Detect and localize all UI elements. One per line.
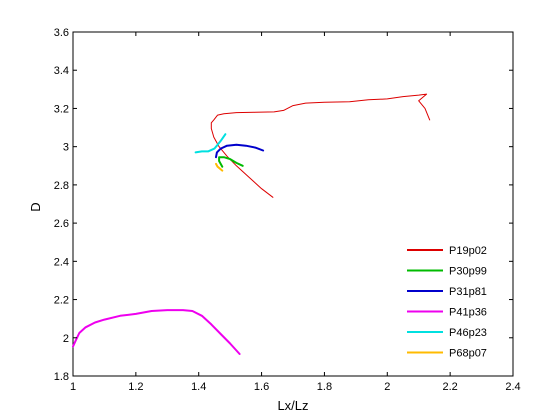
x-tick-label: 1.8 [317,381,332,393]
series-layer [72,93,431,355]
x-tick-label: 2 [384,381,390,393]
x-axis-label: Lx/Lz [277,398,308,413]
x-tick-label: 1 [70,381,76,393]
y-tick-label: 3.2 [54,103,69,115]
series-line-p46p23 [194,133,227,154]
y-tick-label: 1.8 [54,371,69,383]
y-tick-label: 2.6 [54,218,69,230]
y-tick-label: 2.4 [54,256,69,268]
legend-label-p41p36: P41p36 [449,307,487,319]
legend-label-p31p81: P31p81 [449,286,487,298]
x-tick-label: 1.6 [254,381,269,393]
plot-frame [72,31,514,377]
y-tick-label: 2.2 [54,295,69,307]
series-line-p19p02 [210,93,431,198]
y-tick-label: 2.8 [54,180,69,192]
y-tick-label: 3.6 [54,27,69,39]
series-line-p31p81 [215,143,265,159]
x-tick-label: 1.4 [191,381,206,393]
legend-label-p19p02: P19p02 [449,245,487,257]
y-axis-label: D [28,202,43,211]
y-tick-label: 3 [63,142,69,154]
series-line-p41p36 [72,309,241,355]
series-line-p68p07 [215,162,224,172]
x-tick-label: 2.4 [505,381,520,393]
legend-label-p46p23: P46p23 [449,327,487,339]
y-tick-label: 2 [63,333,69,345]
legend-label-p30p99: P30p99 [449,266,487,278]
legend: P19p02 P30p99 P31p81 P41p36 P46p23 P68p07 [407,245,487,360]
legend-label-p68p07: P68p07 [449,348,487,360]
plot-area [72,31,514,377]
ticks-layer: 1 1.2 1.4 1.6 1.8 2 2.2 2.4 1.8 2 2.2 2.4 2.6 2.8 3 3.2… [54,27,521,393]
x-tick-label: 1.2 [128,381,143,393]
y-tick-label: 3.4 [54,65,69,77]
x-tick-label: 2.2 [442,381,457,393]
series-line-p30p99 [218,156,244,168]
